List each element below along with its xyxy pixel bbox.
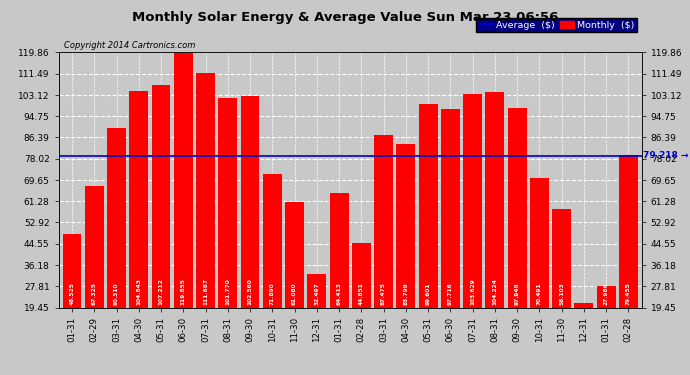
Bar (352, 243, 371, 308)
Text: 111.687: 111.687 (203, 278, 208, 305)
Bar (485, 92, 504, 308)
Text: 58.103: 58.103 (559, 282, 564, 305)
Bar (463, 94, 482, 308)
Bar (196, 73, 215, 308)
Text: 61.080: 61.080 (292, 282, 297, 305)
Text: 101.770: 101.770 (225, 278, 230, 305)
Bar (174, 53, 193, 308)
Text: Copyright 2014 Cartronics.com: Copyright 2014 Cartronics.com (64, 41, 196, 50)
Text: 97.948: 97.948 (515, 282, 520, 305)
Bar (419, 104, 437, 308)
Text: Monthly Solar Energy & Average Value Sun Mar 23 06:56: Monthly Solar Energy & Average Value Sun… (132, 11, 558, 24)
Bar (330, 194, 348, 308)
Bar (307, 274, 326, 308)
Text: 79.218 →: 79.218 → (643, 151, 689, 160)
Text: 83.799: 83.799 (404, 282, 408, 305)
Bar (552, 209, 571, 308)
Text: 48.525: 48.525 (70, 282, 75, 305)
Bar (530, 178, 549, 308)
Text: 103.629: 103.629 (470, 278, 475, 305)
Text: 79.455: 79.455 (626, 282, 631, 305)
Bar (129, 91, 148, 308)
Bar (619, 155, 638, 308)
Bar (574, 303, 593, 307)
Bar (396, 144, 415, 308)
Bar (285, 202, 304, 308)
Text: 102.560: 102.560 (248, 278, 253, 305)
Text: 97.716: 97.716 (448, 282, 453, 305)
Text: 32.497: 32.497 (314, 282, 319, 305)
Text: 104.224: 104.224 (493, 278, 497, 305)
Bar (508, 108, 526, 308)
Bar (85, 186, 104, 308)
Bar (218, 99, 237, 308)
Bar (263, 174, 282, 308)
Text: 90.310: 90.310 (114, 282, 119, 305)
Text: 44.851: 44.851 (359, 282, 364, 305)
Bar (597, 286, 615, 308)
Text: 67.325: 67.325 (92, 282, 97, 305)
Bar (374, 135, 393, 308)
Text: 119.855: 119.855 (181, 278, 186, 305)
Text: 27.986: 27.986 (604, 282, 609, 305)
Bar (152, 85, 170, 308)
Text: 107.212: 107.212 (159, 278, 164, 305)
Text: 71.890: 71.890 (270, 282, 275, 305)
Bar (107, 128, 126, 308)
Text: 99.601: 99.601 (426, 282, 431, 305)
Bar (63, 234, 81, 308)
Text: 64.413: 64.413 (337, 282, 342, 305)
Text: 70.491: 70.491 (537, 282, 542, 305)
Bar (241, 96, 259, 308)
Text: 104.843: 104.843 (136, 278, 141, 305)
Legend: Average  ($), Monthly  ($): Average ($), Monthly ($) (477, 18, 637, 32)
Text: 87.475: 87.475 (381, 282, 386, 305)
Bar (441, 109, 460, 308)
